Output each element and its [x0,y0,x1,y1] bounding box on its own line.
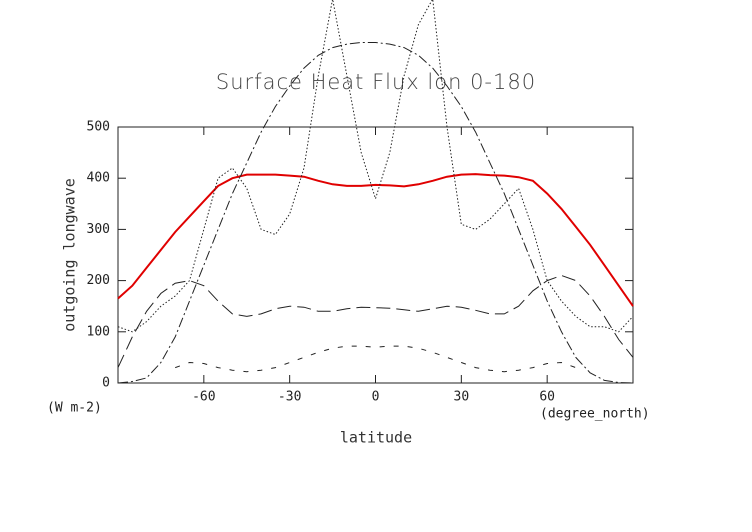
series-line [117,42,634,384]
y-tick-label: 300 [87,222,110,237]
y-tick-label: 200 [87,273,110,288]
y-tick-label: 400 [87,171,110,186]
y-axis-label: outgoing longwave [61,178,79,332]
y-tick-label: 100 [87,324,110,339]
y-units: (W m-2) [47,401,102,416]
chart-title: Surface Heat Flux lon 0-180 [216,70,536,94]
y-tick-label: 0 [102,376,110,391]
x-tick-label: -30 [278,390,301,405]
plot-frame [117,126,634,384]
series-line [117,0,634,333]
series-line [117,173,634,307]
series-line [117,274,634,368]
x-tick-label: 60 [539,390,555,405]
x-tick-label: -60 [192,390,215,405]
series-line [175,345,576,373]
x-axis-label: latitude [340,429,412,447]
x-tick-label: 30 [454,390,470,405]
x-units: (degree_north) [540,407,650,422]
y-tick-label: 500 [87,120,110,135]
x-tick-label: 0 [372,390,380,405]
